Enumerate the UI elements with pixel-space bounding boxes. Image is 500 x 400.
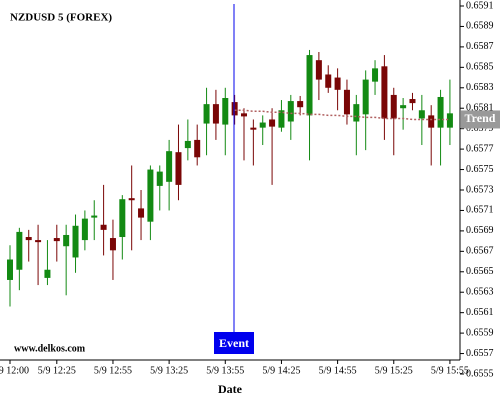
- x-axis-label: Date: [218, 382, 243, 396]
- y-tick-label: 0.6571: [466, 205, 494, 216]
- y-tick-label: 0.6575: [466, 164, 494, 175]
- candle-body: [16, 231, 23, 270]
- candle-body: [109, 238, 116, 251]
- candle-body: [138, 208, 145, 218]
- candle-body: [194, 139, 201, 158]
- x-tick-label: 5/9 15:55: [431, 365, 469, 376]
- candle-body: [437, 96, 444, 128]
- candle-body: [287, 101, 294, 122]
- candle-body: [418, 110, 425, 119]
- candle-body: [184, 140, 191, 149]
- candle-body: [306, 55, 313, 116]
- candle-body: [428, 115, 435, 128]
- candle-body: [35, 240, 42, 243]
- candle-body: [156, 171, 163, 186]
- y-tick-label: 0.6583: [466, 82, 494, 93]
- y-tick-label: 0.6581: [466, 103, 494, 114]
- y-tick-label: 0.6559: [466, 327, 494, 338]
- candle-body: [203, 104, 210, 124]
- y-tick-label: 0.6589: [466, 21, 494, 32]
- x-tick-label: 5/9 14:25: [262, 365, 300, 376]
- candle-body: [100, 224, 107, 230]
- candle-body: [400, 105, 407, 109]
- candle-body: [269, 119, 276, 127]
- trend-label-box: [461, 110, 500, 129]
- trend-label: Trend: [465, 111, 496, 125]
- candle-body: [372, 68, 379, 82]
- y-tick-label: 0.6573: [466, 184, 494, 195]
- event-box: [214, 332, 254, 354]
- event-label: Event: [219, 336, 249, 350]
- candle-body: [231, 102, 238, 116]
- candle-body: [91, 215, 98, 218]
- candle-body: [353, 104, 360, 122]
- x-tick-label: 5/9 12:25: [38, 365, 76, 376]
- y-tick-label: 0.6563: [466, 287, 494, 298]
- candle-body: [278, 110, 285, 128]
- x-tick-label: 5/9 12:55: [94, 365, 132, 376]
- candle-body: [446, 113, 453, 128]
- candle-body: [381, 66, 388, 119]
- y-tick-label: 0.6557: [466, 348, 494, 359]
- y-tick-label: 0.6569: [466, 225, 494, 236]
- candle-body: [315, 60, 322, 80]
- candle-body: [334, 77, 341, 90]
- candle-body: [250, 127, 257, 130]
- candle-body: [25, 237, 32, 241]
- candle-body: [53, 238, 60, 242]
- candle-body: [128, 198, 135, 201]
- y-tick-label: 0.6565: [466, 266, 494, 277]
- candle-body: [222, 98, 229, 125]
- y-tick-label: 0.6585: [466, 62, 494, 73]
- candle-body: [390, 94, 397, 119]
- candle-body: [297, 101, 304, 108]
- candle-body: [212, 104, 219, 124]
- watermark: www.delkos.com: [14, 343, 86, 354]
- candle-body: [362, 79, 369, 115]
- candle-body: [72, 225, 79, 258]
- candle-body: [81, 218, 88, 241]
- candle-body: [175, 152, 182, 185]
- candle-body: [409, 99, 416, 104]
- candle-body: [147, 169, 154, 222]
- y-tick-label: 0.6577: [466, 143, 494, 154]
- x-tick-label: 5/9 12:00: [0, 365, 29, 376]
- x-tick-label: 5/9 15:25: [375, 365, 413, 376]
- x-tick-label: 5/9 14:55: [319, 365, 357, 376]
- y-tick-label: 0.6587: [466, 41, 494, 52]
- candle-body: [343, 89, 350, 115]
- x-tick-label: 5/9 13:25: [150, 365, 188, 376]
- y-tick-label: 0.6591: [466, 0, 494, 11]
- y-tick-label: 0.6567: [466, 246, 494, 257]
- candle-body: [44, 269, 51, 278]
- candle-body: [7, 259, 13, 280]
- x-tick-label: 5/9 13:55: [206, 365, 244, 376]
- candle-body: [259, 122, 266, 128]
- y-tick-label: 0.6555: [466, 368, 494, 379]
- candle-body: [63, 234, 70, 247]
- candle-body: [325, 74, 332, 88]
- candle-body: [119, 199, 126, 238]
- chart-title: NZDUSD 5 (FOREX): [10, 12, 112, 24]
- y-tick-label: 0.6561: [466, 307, 494, 318]
- candle-body: [241, 113, 247, 117]
- candle-body: [166, 151, 173, 182]
